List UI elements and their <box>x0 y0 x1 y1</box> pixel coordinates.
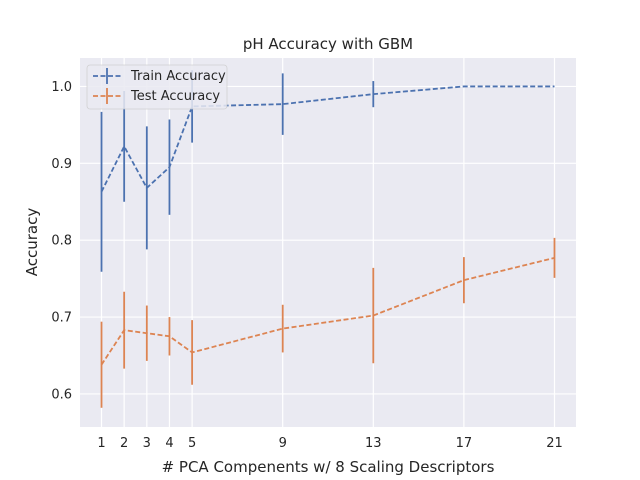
y-axis-label: Accuracy <box>23 208 41 277</box>
series-test-accuracy <box>100 237 556 408</box>
x-tick-label: 2 <box>120 436 128 451</box>
x-tick-label: 5 <box>188 436 196 451</box>
legend-entry-train: Train Accuracy <box>93 68 226 84</box>
x-tick-label: 4 <box>165 436 173 451</box>
x-tick-label: 21 <box>546 436 563 451</box>
legend-entry-test: Test Accuracy <box>93 88 220 104</box>
x-tick-label: 1 <box>97 436 105 451</box>
y-tick-label: 1.0 <box>51 80 72 95</box>
y-tick-label: 0.9 <box>51 157 72 172</box>
series-layer <box>100 70 556 408</box>
x-tick-label: 9 <box>279 436 287 451</box>
legend-label-test: Test Accuracy <box>130 89 220 104</box>
plot-background <box>80 58 576 427</box>
chart-title: pH Accuracy with GBM <box>243 35 413 53</box>
x-tick-label: 3 <box>143 436 151 451</box>
legend-box <box>86 64 228 110</box>
y-tick-label: 0.8 <box>51 234 72 249</box>
x-tick-label: 17 <box>456 436 473 451</box>
series-train-accuracy <box>100 70 555 272</box>
x-tick-label: 13 <box>365 436 382 451</box>
legend: Train Accuracy Test Accuracy <box>86 64 228 110</box>
x-tick-labels: 1 2 3 4 5 9 13 17 21 <box>97 436 562 451</box>
y-tick-label: 0.6 <box>51 387 72 402</box>
y-tick-labels: 0.6 0.7 0.8 0.9 1.0 <box>51 80 72 403</box>
y-tick-label: 0.7 <box>51 311 72 326</box>
x-axis-label: # PCA Compenents w/ 8 Scaling Descriptor… <box>162 458 495 476</box>
legend-label-train: Train Accuracy <box>130 69 226 84</box>
series-line <box>100 85 555 193</box>
